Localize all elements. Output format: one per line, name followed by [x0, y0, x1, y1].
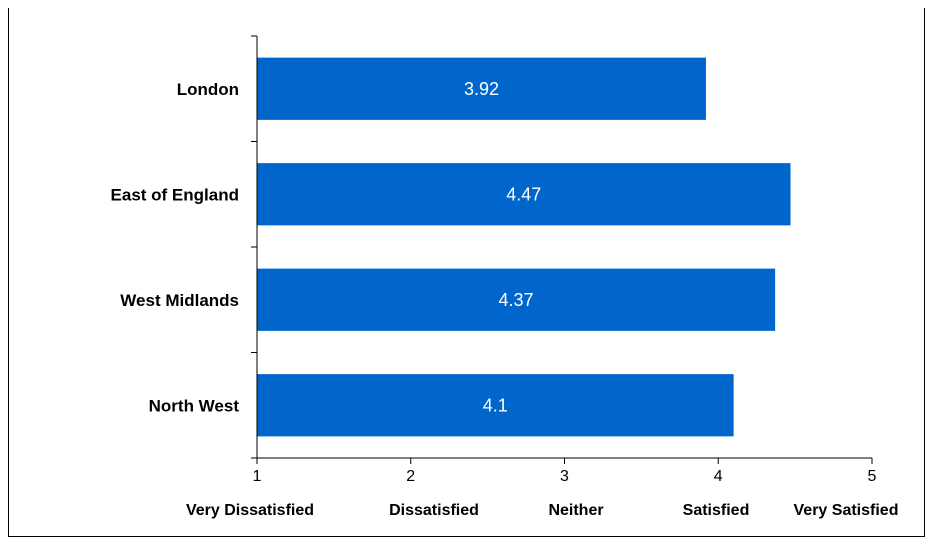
data-label: 3.92 — [464, 79, 499, 99]
x-tick-label: 2 — [406, 468, 415, 485]
bar-east-of-england — [257, 163, 791, 226]
data-label: 4.47 — [506, 184, 541, 204]
x-tick-label: 5 — [868, 468, 877, 485]
x-tick-label: 4 — [714, 468, 723, 485]
bar-west-midlands — [257, 268, 776, 331]
x-tick-word-label: Very Satisfied — [794, 502, 899, 519]
category-label: North West — [149, 396, 240, 415]
x-tick-word-label: Satisfied — [683, 502, 750, 519]
bars-layer — [257, 57, 791, 437]
x-tick-label: 3 — [560, 468, 569, 485]
x-tick-word-label: Neither — [548, 502, 603, 519]
category-label: West Midlands — [120, 291, 239, 310]
category-label: London — [177, 80, 239, 99]
chart-frame — [8, 8, 925, 537]
category-label: East of England — [111, 185, 239, 204]
labels-layer: 3.92 London 4.47 East of England 4.37 West Mi… — [111, 79, 899, 519]
x-tick-word-label: Very Dissatisfied — [186, 502, 314, 519]
data-label: 4.37 — [499, 290, 534, 310]
bar-london — [257, 57, 706, 120]
x-tick-word-label: Dissatisfied — [389, 502, 479, 519]
axes-layer — [251, 35, 873, 464]
data-label: 4.1 — [483, 395, 508, 415]
bar-north-west — [257, 374, 734, 437]
x-tick-label: 1 — [253, 468, 262, 485]
